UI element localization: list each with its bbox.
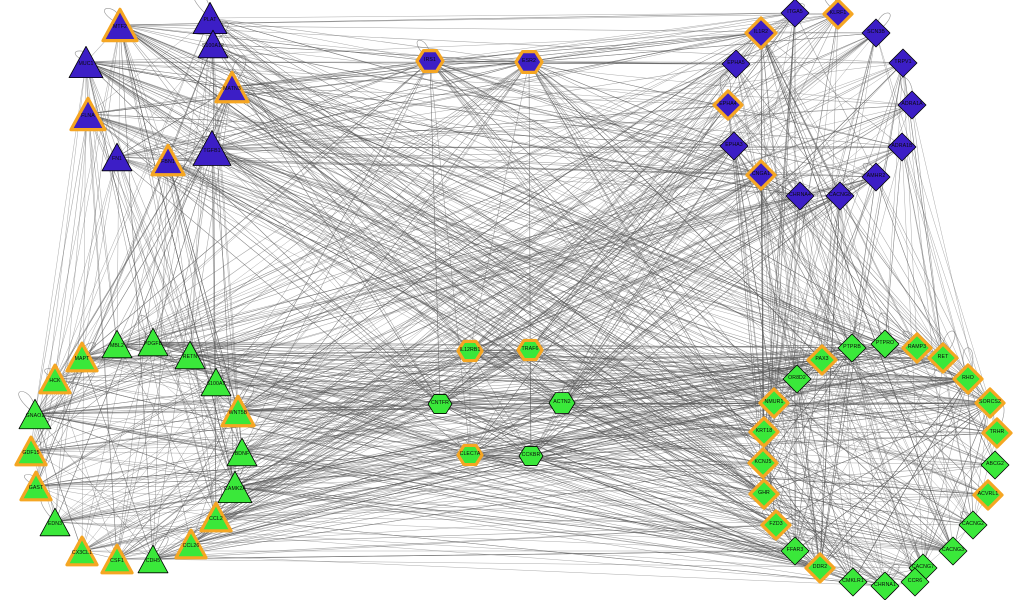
- network-node-cnga1[interactable]: CNGA1: [742, 156, 780, 194]
- network-node-matn3[interactable]: MATN3: [211, 66, 253, 108]
- network-node-tgfb1[interactable]: TGFB1: [188, 124, 236, 172]
- network-node-fbn1[interactable]: FBN1: [147, 139, 189, 181]
- network-node-gast[interactable]: GAST: [16, 466, 56, 506]
- network-node-muc1[interactable]: MUC1: [64, 40, 108, 84]
- network-node-gdf15[interactable]: GDF15: [11, 431, 51, 471]
- network-node-il12rb1[interactable]: IL12RB1: [453, 334, 487, 368]
- network-node-trpv1[interactable]: TRPV1: [884, 44, 922, 82]
- network-node-wnt5b[interactable]: WNT5B: [217, 390, 259, 432]
- network-node-csf1[interactable]: CSF1: [97, 539, 137, 579]
- network-node-cacng8[interactable]: CACNG8: [821, 177, 859, 215]
- network-node-esr2[interactable]: ESR2: [511, 44, 547, 80]
- network-node-epha5[interactable]: EPHA5: [717, 45, 755, 83]
- network-node-itga5[interactable]: ITGA5: [776, 0, 814, 32]
- network-node-mbl2[interactable]: MBL2: [97, 324, 137, 364]
- network-node-clec7a[interactable]: CLEC7A: [453, 438, 487, 472]
- network-node-traf6[interactable]: TRAF6: [513, 333, 547, 367]
- network-node-fn1[interactable]: FN1: [97, 137, 137, 177]
- network-node-cckbr[interactable]: CCKBR: [514, 439, 548, 473]
- network-node-klrf1[interactable]: KLRF1: [819, 0, 857, 33]
- network-node-flna[interactable]: FLNA: [66, 92, 110, 136]
- network-node-cx3cl1[interactable]: CX3CL1: [62, 531, 102, 571]
- network-node-irs1[interactable]: IRS1: [412, 43, 448, 79]
- network-node-cdh5[interactable]: CDH5: [133, 539, 173, 579]
- network-node-cntfr[interactable]: CNTFR: [423, 387, 457, 421]
- network-node-adra1a[interactable]: ADRA1A: [893, 86, 931, 124]
- network-node-ccl26[interactable]: CCL26: [171, 524, 211, 564]
- network-node-epha4[interactable]: EPHA4: [709, 86, 747, 124]
- network-node-s100a12[interactable]: S100A12: [193, 24, 233, 64]
- network-node-actn2[interactable]: ACTN2: [544, 385, 580, 421]
- network-node-amhr2[interactable]: AMHR2: [857, 158, 895, 196]
- network-node-ccr6[interactable]: CCR6: [896, 563, 934, 600]
- network-node-pdgfb[interactable]: PDGFB: [133, 322, 173, 362]
- network-node-gnao1[interactable]: GNAO1: [14, 393, 56, 435]
- network-node-chrna4[interactable]: CHRNA4: [781, 177, 819, 215]
